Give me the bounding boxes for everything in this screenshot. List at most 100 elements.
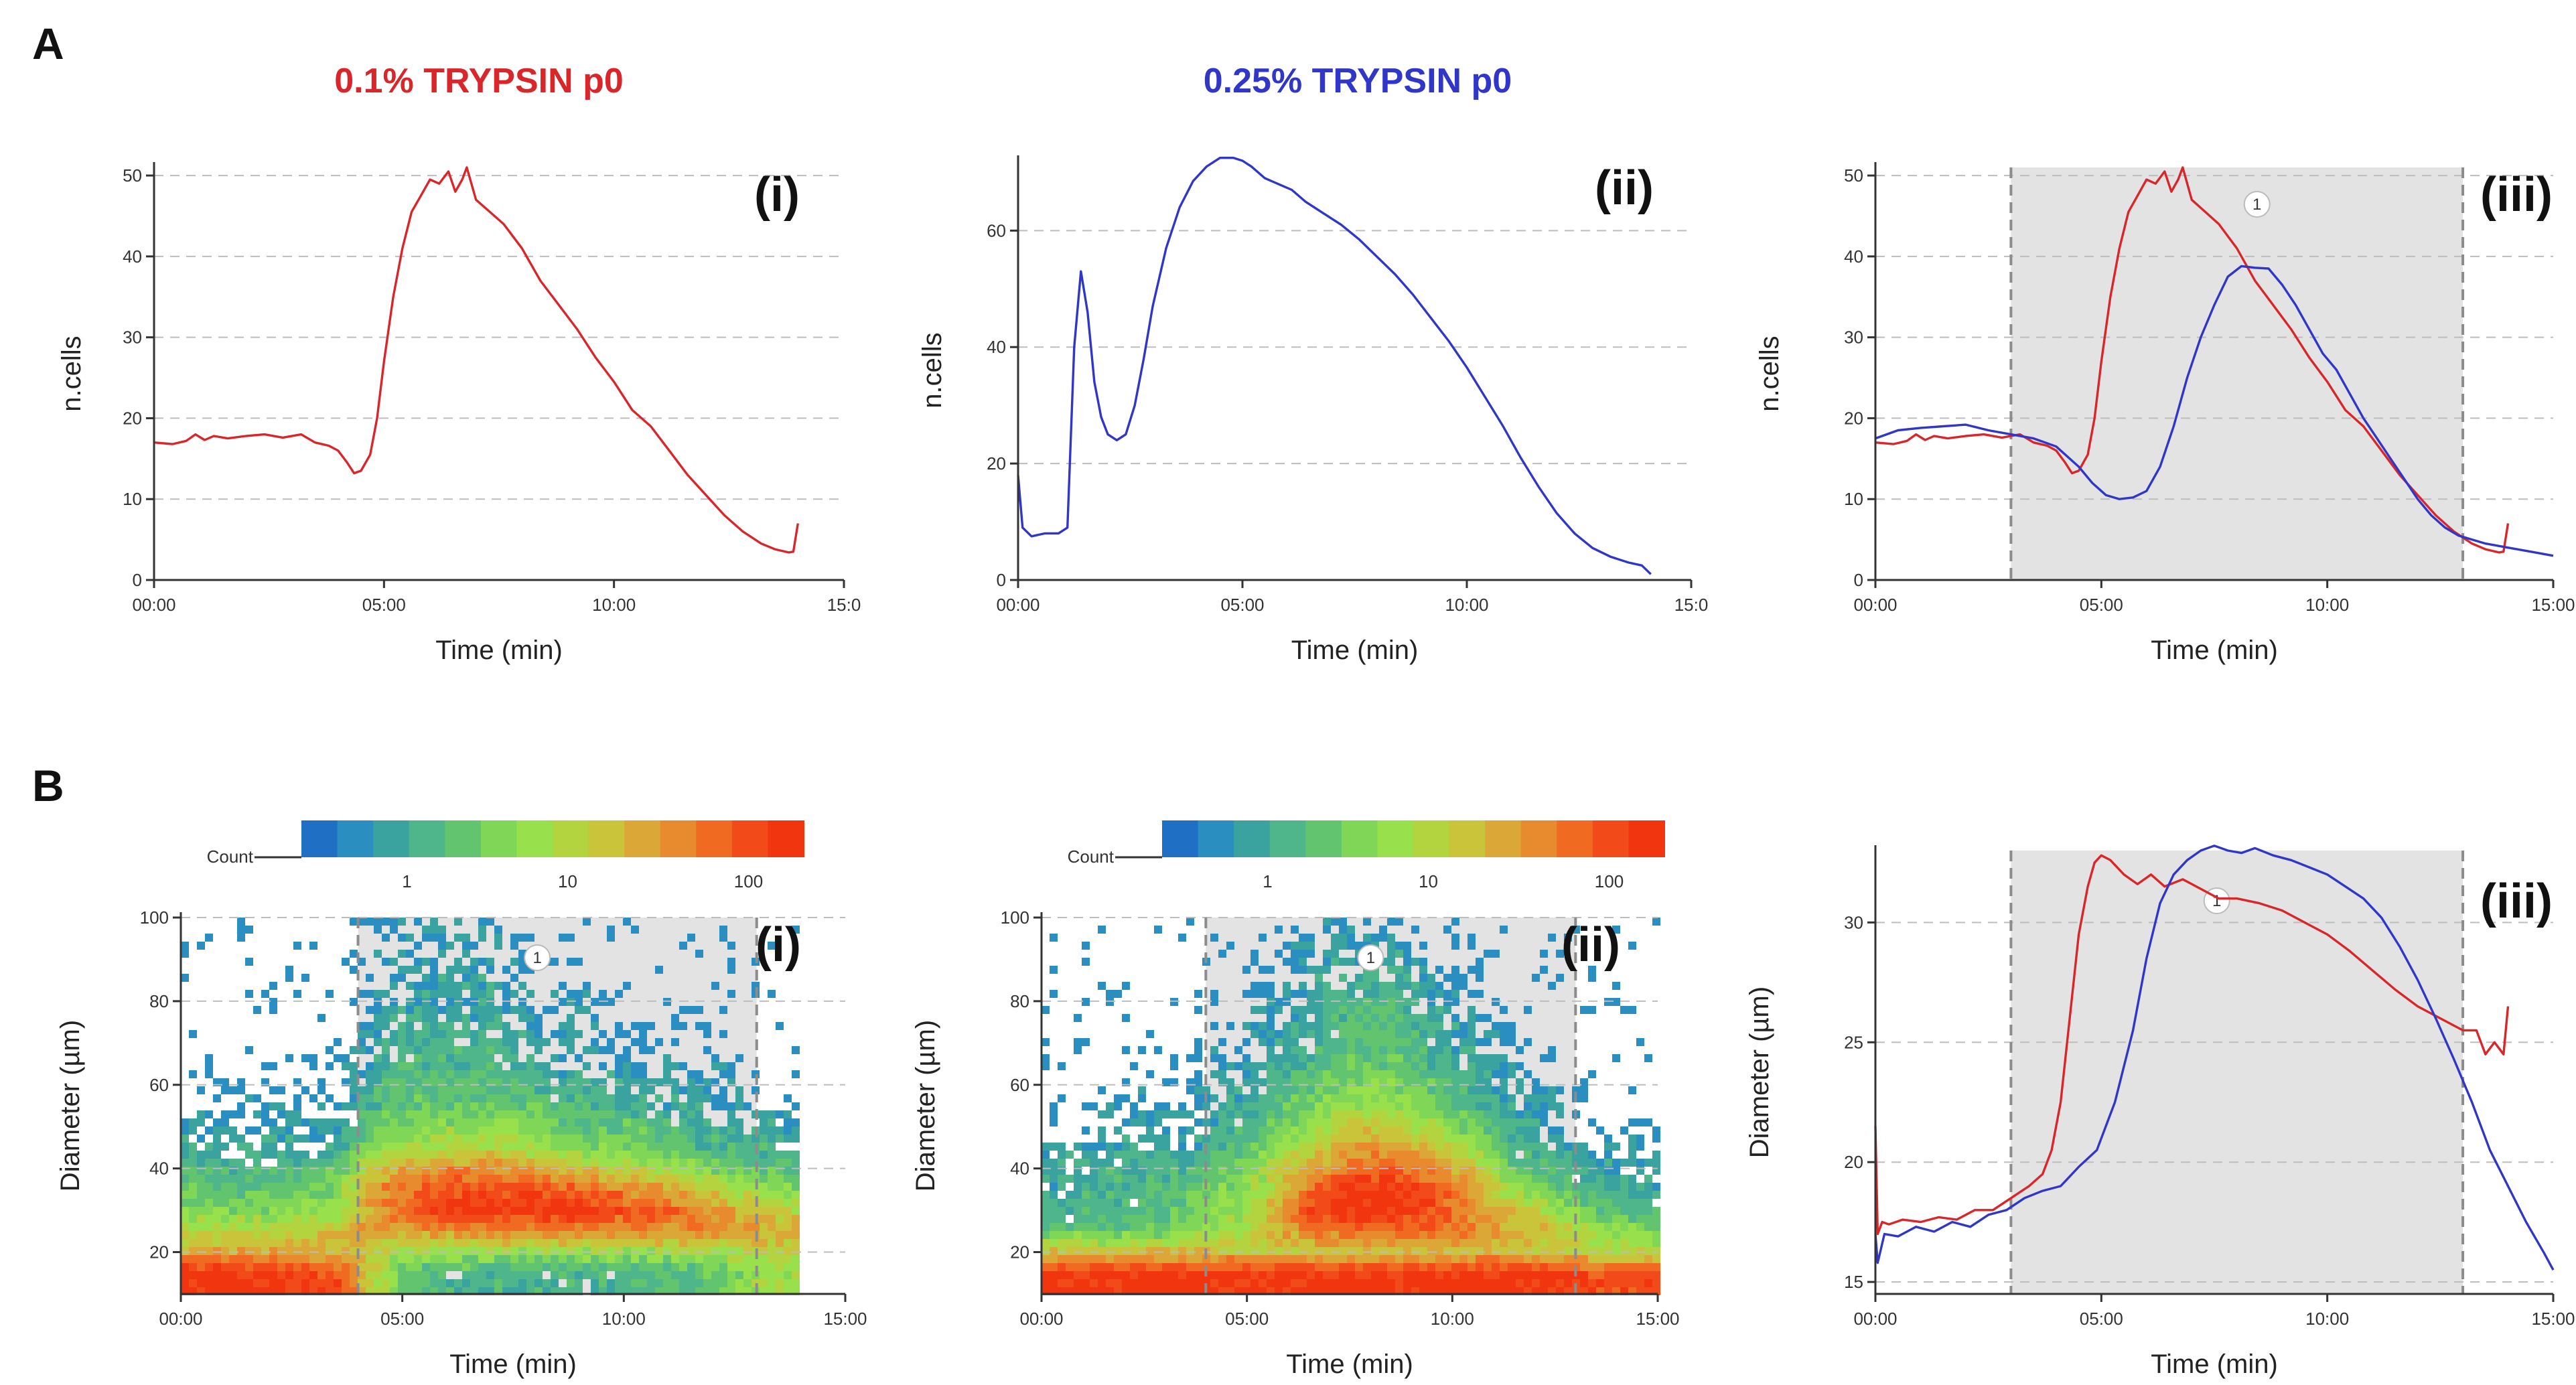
density-cell	[1299, 1046, 1307, 1054]
density-cell	[1323, 1046, 1331, 1054]
density-cell	[1299, 1199, 1307, 1207]
density-cell	[719, 1070, 727, 1078]
density-cell	[470, 1191, 478, 1199]
density-cell	[1082, 1231, 1090, 1239]
density-cell	[1275, 1239, 1283, 1247]
density-cell	[526, 1118, 534, 1126]
density-cell	[1242, 1038, 1250, 1046]
density-cell	[768, 1151, 776, 1159]
density-cell	[390, 1239, 398, 1247]
density-cell	[1516, 1183, 1524, 1191]
density-cell	[374, 1143, 382, 1151]
density-cell	[390, 1143, 398, 1151]
density-cell	[414, 1223, 422, 1231]
density-cell	[567, 998, 575, 1006]
density-cell	[526, 1126, 534, 1135]
y-tick-label: 10	[1844, 489, 1863, 509]
density-cell	[181, 1175, 189, 1183]
density-cell	[430, 1135, 438, 1143]
density-cell	[334, 1038, 342, 1046]
density-cell	[285, 1247, 293, 1255]
density-cell	[1050, 1118, 1058, 1126]
density-cell	[607, 1070, 615, 1078]
density-cell	[1435, 1006, 1443, 1014]
density-cell	[1387, 1126, 1395, 1135]
density-cell	[1323, 990, 1331, 998]
density-cell	[1259, 1102, 1267, 1110]
density-cell	[350, 966, 358, 974]
density-cell	[1106, 1183, 1114, 1191]
density-cell	[414, 998, 422, 1006]
density-cell	[1323, 1062, 1331, 1070]
density-cell	[229, 1279, 237, 1287]
density-cell	[1628, 1086, 1636, 1094]
density-cell	[551, 1086, 559, 1094]
density-cell	[1154, 1263, 1162, 1271]
density-cell	[1299, 1135, 1307, 1143]
density-cell	[543, 1062, 551, 1070]
density-cell	[205, 1271, 213, 1279]
density-cell	[494, 1070, 502, 1078]
density-cell	[1435, 1135, 1443, 1143]
density-cell	[1620, 1191, 1628, 1199]
density-cell	[727, 1279, 735, 1287]
density-cell	[229, 1207, 237, 1215]
density-cell	[510, 1110, 518, 1118]
density-cell	[1323, 1070, 1331, 1078]
density-cell	[1459, 1086, 1468, 1094]
density-cell	[390, 1135, 398, 1143]
density-cell	[1468, 1183, 1476, 1191]
density-cell	[1106, 1255, 1114, 1263]
density-cell	[358, 1159, 366, 1167]
density-cell	[1186, 918, 1194, 926]
density-cell	[623, 1207, 631, 1215]
density-cell	[237, 926, 245, 934]
density-cell	[776, 1263, 784, 1271]
density-cell	[462, 1151, 470, 1159]
density-cell	[1291, 1167, 1299, 1175]
density-cell	[446, 1143, 454, 1151]
density-cell	[647, 1183, 655, 1191]
density-cell	[1403, 1247, 1411, 1255]
density-cell	[1315, 1054, 1323, 1062]
density-cell	[1347, 1183, 1355, 1191]
density-cell	[1275, 1279, 1283, 1287]
density-cell	[1162, 1183, 1170, 1191]
density-cell	[1419, 982, 1427, 990]
density-cell	[583, 1126, 591, 1135]
density-cell	[1636, 1183, 1644, 1191]
density-cell	[551, 1054, 559, 1062]
density-cell	[599, 1086, 607, 1094]
density-cell	[679, 1118, 687, 1126]
density-cell	[366, 1199, 374, 1207]
density-cell	[1484, 1239, 1492, 1247]
density-cell	[1082, 1102, 1090, 1110]
density-cell	[1331, 1054, 1339, 1062]
density-cell	[221, 1279, 229, 1287]
condition-title-blue: 0.25% TRYPSIN p0	[1204, 62, 1512, 100]
density-cell	[510, 1143, 518, 1151]
density-cell	[358, 918, 366, 926]
density-cell	[253, 1094, 261, 1102]
density-cell	[334, 1239, 342, 1247]
density-cell	[1275, 1118, 1283, 1126]
density-cell	[1283, 1255, 1291, 1263]
density-cell	[518, 1223, 526, 1231]
density-cell	[695, 1006, 703, 1014]
density-cell	[1130, 1118, 1138, 1126]
density-cell	[438, 1239, 446, 1247]
density-cell	[639, 1167, 647, 1175]
density-cell	[1403, 998, 1411, 1006]
density-cell	[1210, 1255, 1218, 1263]
density-cell	[197, 1239, 205, 1247]
density-cell	[792, 1118, 800, 1126]
density-cell	[1451, 934, 1459, 942]
density-cell	[1403, 1110, 1411, 1118]
colorbar-swatch	[624, 820, 661, 857]
density-cell	[1371, 1271, 1379, 1279]
density-cell	[1146, 1215, 1154, 1223]
density-cell	[1652, 1231, 1660, 1239]
density-cell	[1275, 1151, 1283, 1159]
density-cell	[703, 1207, 711, 1215]
density-cell	[1379, 1070, 1387, 1078]
